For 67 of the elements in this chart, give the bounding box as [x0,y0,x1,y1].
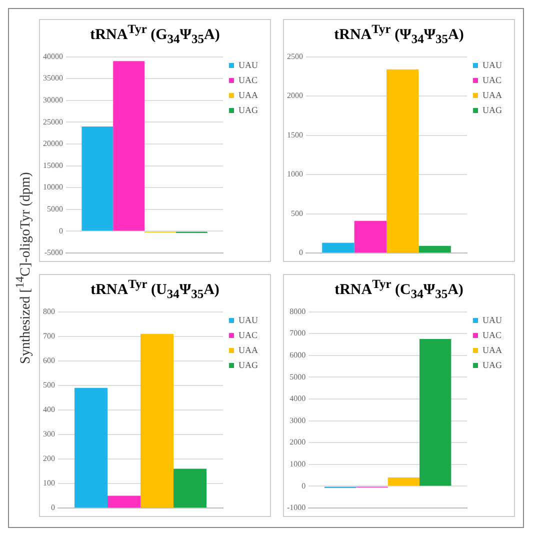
legend-label: UAU [238,314,258,325]
y-tick-label: 400 [43,404,55,414]
y-tick-label: 600 [43,356,55,365]
y-tick-label: 200 [43,454,55,464]
bar [140,334,174,508]
chart-title: tRNA$^{Tyr}$ (C$_{34}$Ψ$_{35}$A) [284,275,514,304]
y-tick-label: 100 [43,478,55,488]
y-tick-label: 2000 [290,438,306,447]
y-tick-label: -5000 [44,248,63,258]
chart-title: tRNA$^{Tyr}$ (G$_{34}$Ψ$_{35}$A) [40,20,270,49]
legend-label: UAG [482,360,502,370]
y-tick-label: 40000 [43,52,63,61]
y-tick-label: 15000 [43,160,63,170]
bar [388,477,420,486]
legend-label: UAG [238,104,258,115]
y-tick-label: 30000 [43,95,63,104]
y-tick-label: 300 [43,430,55,439]
bar [82,126,114,231]
legend-label: UAG [238,360,258,370]
y-tick-label: -1000 [286,503,306,512]
y-tick-label: 8000 [290,306,306,316]
legend-label: UAU [482,314,502,325]
chart-title: tRNA$^{Tyr}$ (U$_{34}$Ψ$_{35}$A) [40,275,270,304]
bar [386,69,419,252]
bar [74,388,108,508]
y-tick-label: 1000 [290,459,306,468]
y-tick-label: 0 [302,481,306,490]
y-tick-label: 7000 [290,328,306,338]
y-tick-label: 500 [291,208,303,218]
y-tick-label: 0 [51,503,55,512]
y-tick-label: 25000 [43,117,63,126]
legend-label: UAA [238,90,258,100]
y-tick-label: 2500 [287,52,303,61]
legend-label: UAC [482,330,502,340]
legend-label: UAG [482,104,502,115]
y-tick-label: 5000 [47,204,63,214]
y-tick-label: 35000 [43,74,63,83]
legend-label: UAA [482,344,502,355]
y-tick-label: 6000 [290,350,306,360]
legend-label: UAA [482,90,502,100]
bar [420,339,452,486]
bar [108,496,140,508]
y-tick-label: 800 [43,306,55,316]
y-tick-label: 0 [59,226,63,236]
y-tick-label: 1000 [287,170,303,179]
y-tick-label: 700 [43,331,55,340]
y-tick-label: 20000 [43,139,63,148]
bar [418,246,451,252]
legend-label: UAC [238,74,258,85]
chart-title: tRNA$^{Tyr}$ (Ψ$_{34}$Ψ$_{35}$A) [284,20,514,49]
bar [354,220,386,252]
bar [113,61,144,231]
y-tick-label: 1500 [287,130,303,140]
legend-label: UAA [238,344,258,355]
bar [322,242,354,252]
y-tick-label: 10000 [43,182,63,192]
legend-label: UAU [482,60,502,70]
legend-label: UAC [482,74,502,85]
y-tick-label: 0 [299,248,303,258]
bar [174,468,206,508]
y-tick-label: 500 [43,380,55,390]
y-tick-label: 3000 [290,416,306,425]
y-tick-label: 4000 [290,394,306,404]
y-tick-label: 5000 [290,372,306,382]
legend-label: UAU [238,60,258,70]
y-tick-label: 2000 [287,91,303,100]
legend-label: UAC [238,330,258,340]
